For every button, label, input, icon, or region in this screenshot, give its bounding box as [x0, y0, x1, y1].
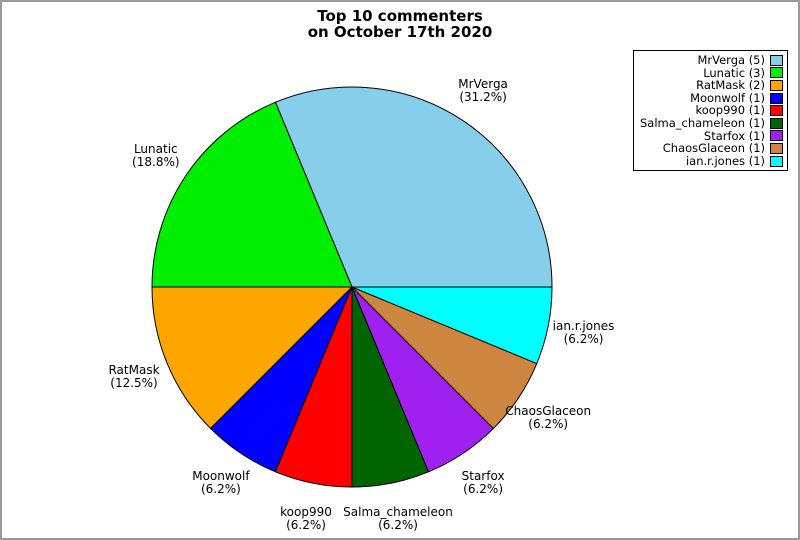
legend-row-lunatic-3-: Lunatic (3)	[640, 65, 783, 80]
legend-row-ratmask-2-: RatMask (2)	[640, 79, 783, 92]
legend-color-swatch	[770, 130, 783, 142]
legend-row-mrverga-5-: MrVerga (5)	[640, 54, 783, 67]
legend-color-swatch	[770, 117, 783, 129]
legend-entry-label: ChaosGlaceon (1)	[662, 141, 765, 156]
pie-slice-lunatic	[151, 101, 353, 288]
legend-entry-label: Starfox (1)	[703, 128, 765, 143]
chart-title-line1: Top 10 commenters	[317, 7, 483, 25]
legend-color-swatch	[770, 79, 783, 91]
legend-row-chaosglaceon-1-: ChaosGlaceon (1)	[640, 142, 783, 155]
legend-row-starfox-1-: Starfox (1)	[640, 128, 783, 143]
legend-color-swatch	[770, 54, 783, 66]
legend-entry-label: MrVerga (5)	[697, 53, 765, 67]
legend-color-swatch	[770, 67, 783, 79]
legend-color-swatch	[770, 105, 783, 117]
legend: MrVerga (5) Lunatic (3) RatMask (2) Moonwol…	[632, 50, 788, 172]
legend-entry-label: Lunatic (3)	[703, 65, 765, 80]
chart-title-line2: on October 17th 2020	[307, 23, 493, 41]
legend-entry-label: RatMask (2)	[696, 78, 765, 93]
legend-color-swatch	[770, 92, 783, 104]
legend-color-swatch	[770, 155, 783, 167]
legend-entry-label: koop990 (1)	[695, 103, 765, 118]
legend-entry-label: Salma_chameleon (1)	[639, 115, 765, 130]
legend-row-ian-r-jones-1-: ian.r.jones (1)	[640, 155, 783, 168]
legend-row-koop990-1-: koop990 (1)	[640, 104, 783, 117]
chart-title: Top 10 commenters on October 17th 2020	[2, 8, 798, 40]
legend-entry-label: ian.r.jones (1)	[685, 153, 765, 168]
pie-slice-ratmask	[151, 286, 354, 430]
legend-entry-label: Moonwolf (1)	[690, 90, 765, 105]
legend-row-moonwolf-1-: Moonwolf (1)	[640, 92, 783, 105]
legend-color-swatch	[770, 142, 783, 154]
legend-row-salma-chameleon-1-: Salma_chameleon (1)	[640, 117, 783, 130]
pie-slice-mrverga	[274, 86, 553, 288]
pie-slice-ian-r-jones	[351, 286, 553, 365]
